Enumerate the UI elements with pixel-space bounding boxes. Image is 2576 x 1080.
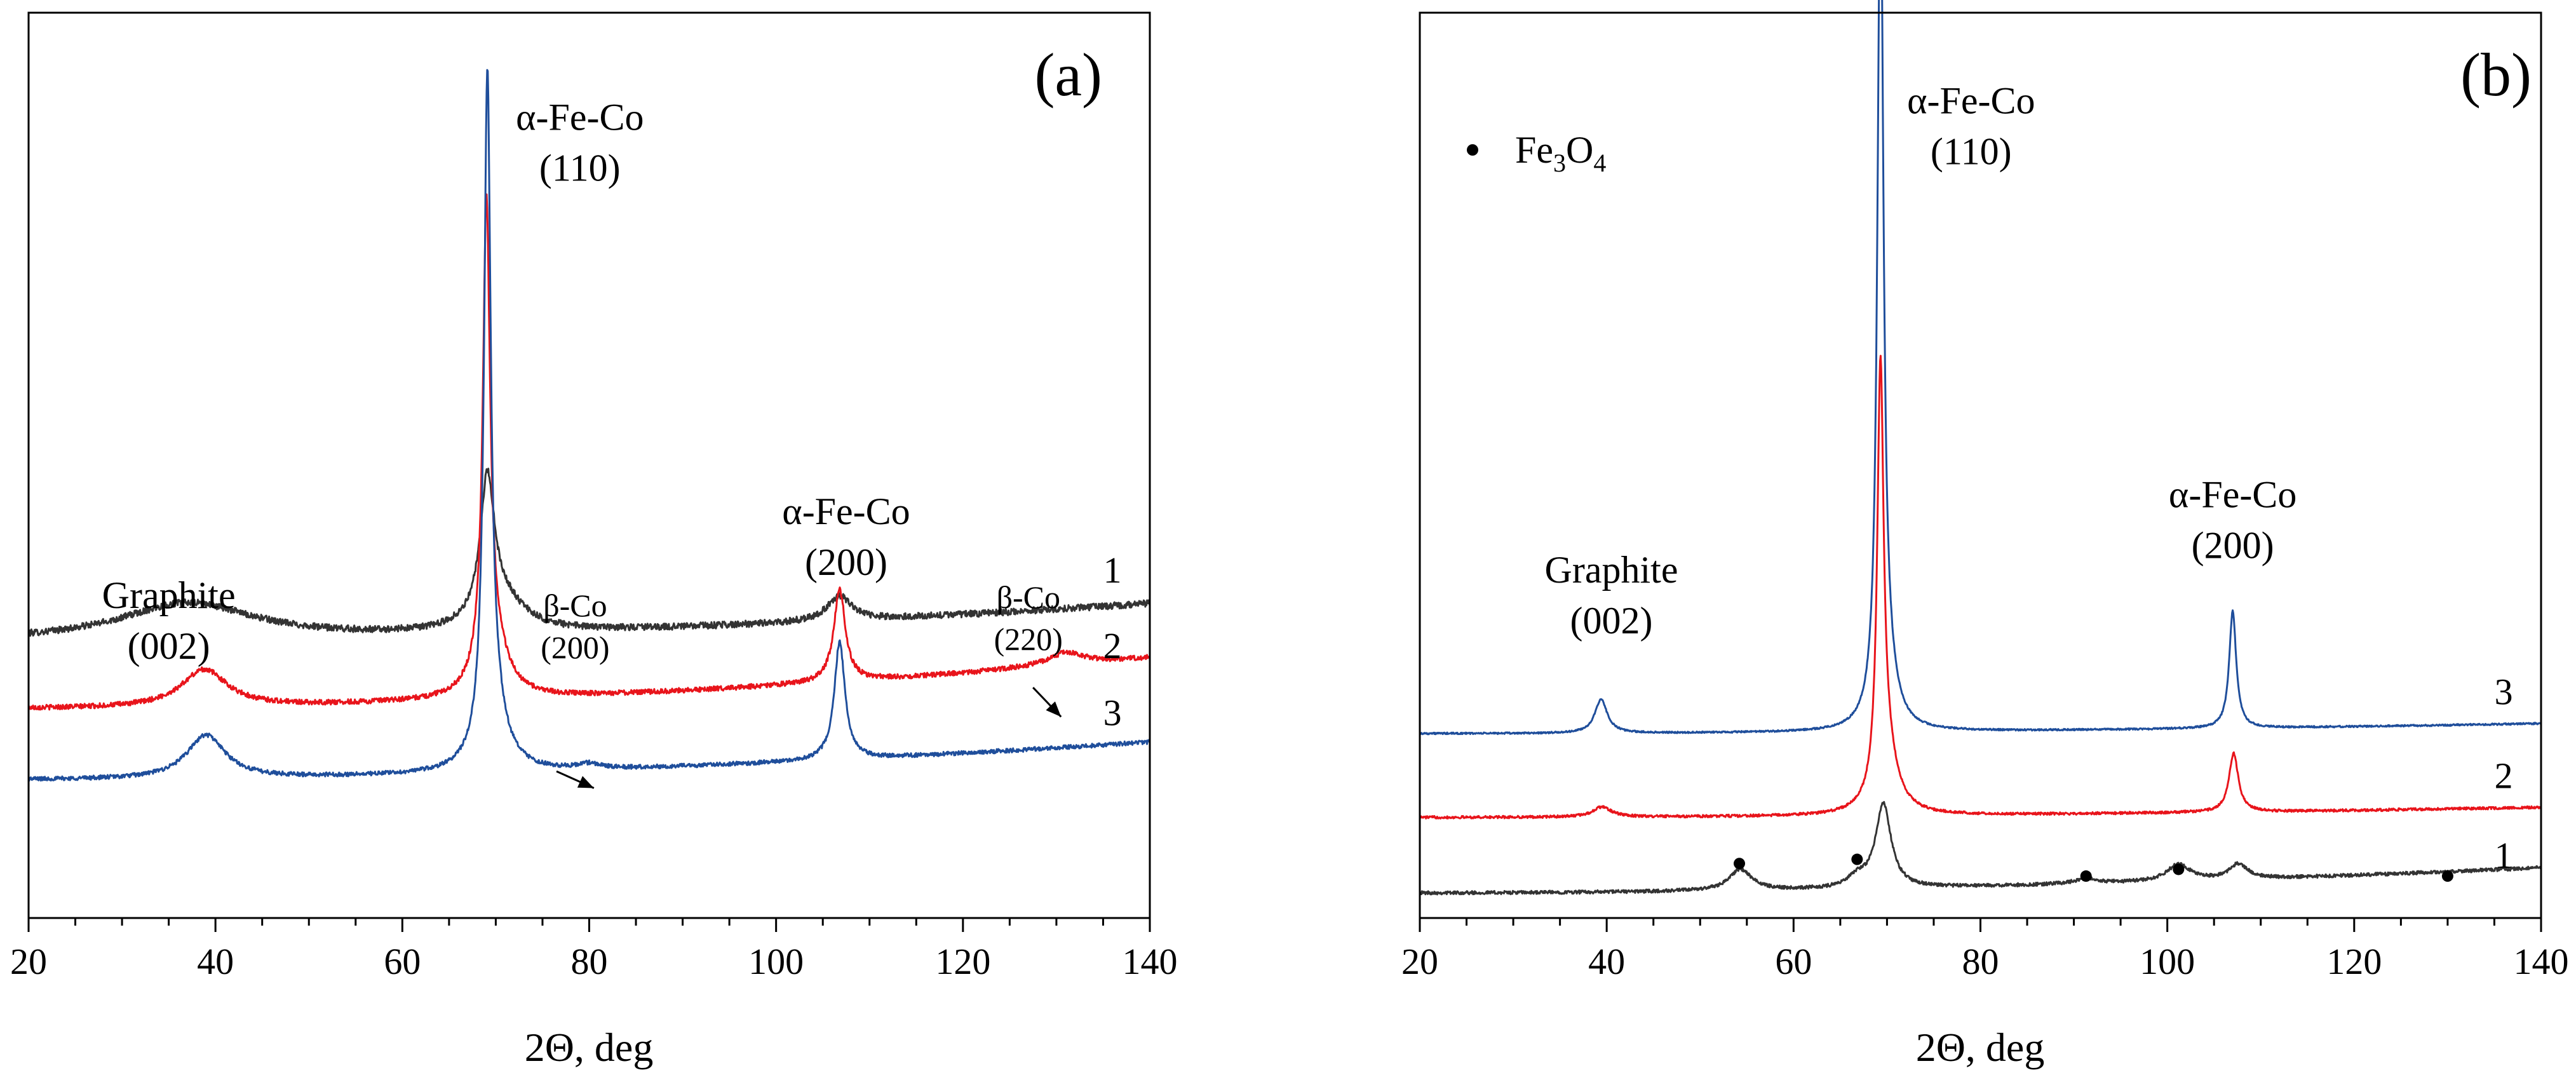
panel-b-x-tick-label-80: 80 [1962,941,1999,982]
panel-b-x-tick-label-100: 100 [2140,941,2195,982]
panel-a-curve-label-3: 3 [1103,692,1122,734]
panel-a-curve-label-1: 1 [1103,550,1122,591]
panel-b-series-layer [1419,0,2542,896]
panel-b-series-1-line [1419,800,2542,896]
legend-dot-marker [1467,144,1478,156]
panel-a-x-axis-label: 2Θ, deg [525,1025,654,1070]
panel-a-arrow-head-1 [577,776,594,788]
panel-a: 20 40 60 80 100 120 140 α-Fe-Co (110) α-Fe-Co (20… [10,11,1178,1070]
panel-b: 20 40 60 80 100 120 140 α-Fe-Co (110) α-Fe-Co (20… [1401,0,2569,1070]
panel-b-x-axis-label: 2Θ, deg [1916,1025,2045,1070]
panel-a-peak-annotation-4: β-Co (200) [541,588,609,665]
panel-b-annotations-layer: α-Fe-Co (110) α-Fe-Co (200) Graphite (002) 3 2 1 [1545,79,2513,882]
panel-a-x-tick-label-20: 20 [10,941,47,982]
panel-b-x-tick-label-140: 140 [2514,941,2569,982]
panel-a-peak-annotation-3: Graphite (002) [102,574,236,667]
panel-a-peak-annotation-1: α-Fe-Co (110) [516,97,644,189]
panel-a-label: (a) [1034,41,1102,109]
panel-b-series-3-line [1419,0,2542,736]
panel-a-peak-annotation-2: α-Fe-Co (200) [782,490,910,583]
panel-b-x-tick-label-120: 120 [2326,941,2382,982]
panel-b-peak-annotation-2: α-Fe-Co (200) [2169,473,2296,566]
panel-a-series-3-line [27,69,1151,782]
panel-a-series-layer [27,69,1151,782]
panel-b-curve-label-3: 3 [2495,672,2513,713]
panel-a-x-tick-label-40: 40 [197,941,234,982]
panel-b-curve-label-1: 1 [2495,835,2513,876]
panel-b-fe3o4-marker-2 [1851,853,1863,865]
panel-b-fe3o4-marker-3 [2080,870,2092,882]
panel-b-curve-label-2: 2 [2495,755,2513,796]
panel-b-series-2-line [1419,354,2542,820]
panel-b-x-tick-label-60: 60 [1775,941,1812,982]
panel-a-arrow-head-2 [1046,701,1062,717]
panel-b-peak-annotation-3: Graphite (002) [1545,549,1678,642]
panel-b-label: (b) [2460,41,2532,109]
panel-a-x-tick-label-120: 120 [935,941,990,982]
panel-b-peak-annotation-1: α-Fe-Co (110) [1907,79,2035,172]
panel-b-x-tick-label-20: 20 [1401,941,1438,982]
panel-a-ticks-layer: 20 40 60 80 100 120 140 [10,918,1178,982]
panel-b-fe3o4-marker-5 [2441,870,2453,882]
panel-b-x-tick-label-40: 40 [1588,941,1625,982]
panel-a-series-1-line [27,468,1151,637]
panel-a-x-tick-label-60: 60 [384,941,421,982]
panel-a-x-tick-label-100: 100 [748,941,804,982]
panel-a-annotations-layer: α-Fe-Co (110) α-Fe-Co (200) Graphite (002) β-C… [102,97,1122,789]
panel-a-series-2-line [28,193,1151,711]
panel-b-ticks-layer: 20 40 60 80 100 120 140 [1401,918,2569,982]
panel-a-x-tick-label-140: 140 [1123,941,1178,982]
panel-a-x-tick-label-80: 80 [571,941,608,982]
panel-a-curve-label-2: 2 [1103,625,1122,666]
panel-b-fe3o4-marker-4 [2173,863,2185,875]
panel-a-peak-annotation-5: β-Co (220) [994,579,1063,657]
panel-b-fe3o4-marker-1 [1734,858,1746,870]
